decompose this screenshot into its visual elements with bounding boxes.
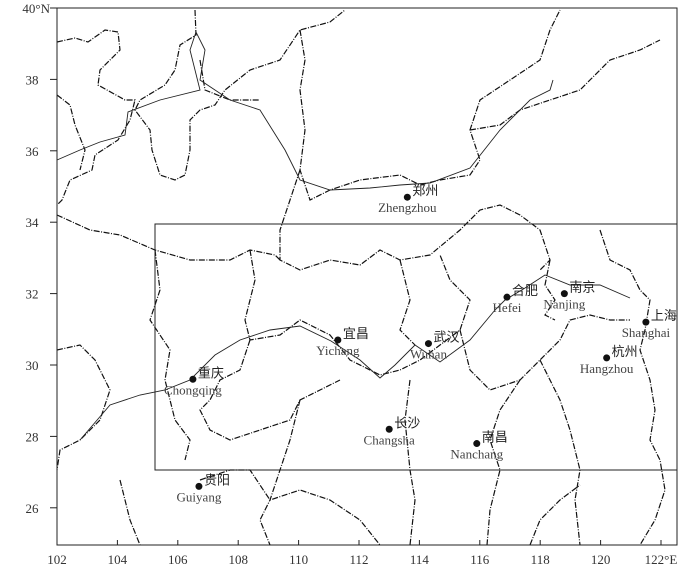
x-tick-label: 112: [349, 552, 368, 567]
boundary: [56, 29, 136, 206]
city-label-en: Chongqing: [164, 382, 222, 397]
city-zhengzhou: 郑州 Zhengzhou: [378, 183, 438, 215]
boundary: [199, 339, 341, 441]
city-guiyang: 贵阳 Guiyang: [177, 472, 230, 504]
city-label-cn: 上海: [651, 308, 677, 323]
boundary: [149, 249, 191, 461]
city-label-cn: 宜昌: [343, 326, 369, 341]
boundary: [486, 379, 521, 546]
city-hangzhou: 杭州 Hangzhou: [580, 344, 638, 376]
yellow-river: [56, 30, 554, 191]
x-tick-label: 118: [531, 552, 550, 567]
city-chongqing: 重庆 Chongqing: [164, 365, 224, 397]
boundary: [244, 249, 471, 376]
city-label-en: Changsha: [364, 432, 416, 447]
map-frame: [56, 7, 678, 546]
boundary: [299, 9, 561, 201]
city-changsha: 长沙 Changsha: [364, 415, 421, 447]
x-tick-label: 106: [168, 552, 188, 567]
boundary: [56, 344, 111, 471]
y-tick-label: 36: [26, 144, 40, 159]
city-label-cn: 南京: [569, 280, 595, 295]
boundary: [199, 59, 260, 101]
city-label-en: Wuhan: [410, 347, 448, 362]
city-dot: [403, 193, 411, 201]
x-tick-label: 116: [470, 552, 490, 567]
city-dot: [603, 354, 611, 362]
city-nanchang: 南昌 Nanchang: [450, 430, 507, 462]
rivers: [56, 30, 631, 441]
city-label-en: Guiyang: [177, 489, 222, 504]
city-dot: [473, 440, 481, 448]
city-dot: [424, 340, 432, 348]
x-tick-label: 108: [228, 552, 248, 567]
y-tick-label: 34: [26, 215, 40, 230]
city-dot: [385, 425, 393, 433]
city-nanjing: 南京 Nanjing: [543, 280, 595, 312]
city-label-cn: 长沙: [394, 415, 420, 430]
city-dot: [503, 293, 511, 301]
boundary: [539, 359, 581, 546]
y-tick-label: 38: [26, 72, 39, 87]
boundary: [529, 484, 581, 546]
y-tick-label: 32: [26, 287, 39, 302]
city-shanghai: 上海 Shanghai: [622, 308, 677, 340]
city-label-cn: 武汉: [433, 330, 459, 345]
city-dot: [189, 375, 197, 383]
city-markers: 郑州 Zhengzhou 合肥 Hefei 南京 Nanjing 上海 Shanghai 杭州 H…: [164, 183, 677, 504]
boundary: [56, 94, 86, 171]
boundary: [459, 314, 630, 391]
province-boundaries: [56, 9, 666, 546]
city-label-cn: 贵阳: [204, 472, 230, 487]
city-label-cn: 南昌: [482, 430, 508, 445]
city-dot: [334, 336, 342, 344]
city-label-en: Zhengzhou: [378, 200, 437, 215]
x-tick-label: 114: [410, 552, 430, 567]
boundary: [404, 379, 416, 546]
city-label-cn: 杭州: [612, 344, 638, 359]
city-hefei: 合肥 Hefei: [493, 283, 538, 315]
city-label-cn: 重庆: [198, 365, 224, 380]
boundary: [399, 259, 416, 346]
city-label-cn: 郑州: [412, 183, 438, 198]
x-tick-label: 120: [591, 552, 611, 567]
x-axis: 102 104 106 108 110 112 114 116 118 120 122°E: [47, 540, 677, 567]
y-tick-label: 26: [26, 501, 40, 516]
city-yichang: 宜昌 Yichang: [316, 326, 369, 358]
city-dot: [642, 318, 650, 326]
x-tick-label: 104: [108, 552, 128, 567]
y-tick-label: 30: [26, 358, 39, 373]
city-wuhan: 武汉 Wuhan: [410, 330, 460, 362]
y-axis: 26 28 30 32 34 36 38 40°N: [22, 1, 57, 516]
boundary: [56, 214, 281, 261]
boundary: [469, 39, 661, 131]
city-label-en: Nanchang: [450, 447, 503, 462]
boundary: [119, 479, 141, 546]
city-label-cn: 合肥: [512, 283, 538, 298]
boundary: [134, 9, 346, 181]
y-tick-label: 40°N: [22, 1, 50, 16]
city-label-en: Hangzhou: [580, 361, 634, 376]
city-label-en: Shanghai: [622, 325, 671, 340]
boundary: [259, 399, 301, 546]
city-label-en: Hefei: [493, 300, 522, 315]
city-label-en: Yichang: [316, 343, 360, 358]
boundary: [544, 259, 556, 321]
x-tick-label: 122°E: [645, 552, 678, 567]
city-dot: [560, 290, 568, 298]
city-dot: [195, 482, 203, 490]
yangtze-river: [79, 274, 631, 441]
coastline: [599, 229, 666, 546]
city-label-en: Nanjing: [543, 297, 585, 312]
x-tick-label: 110: [289, 552, 308, 567]
x-tick-label: 102: [47, 552, 67, 567]
y-tick-label: 28: [26, 429, 39, 444]
